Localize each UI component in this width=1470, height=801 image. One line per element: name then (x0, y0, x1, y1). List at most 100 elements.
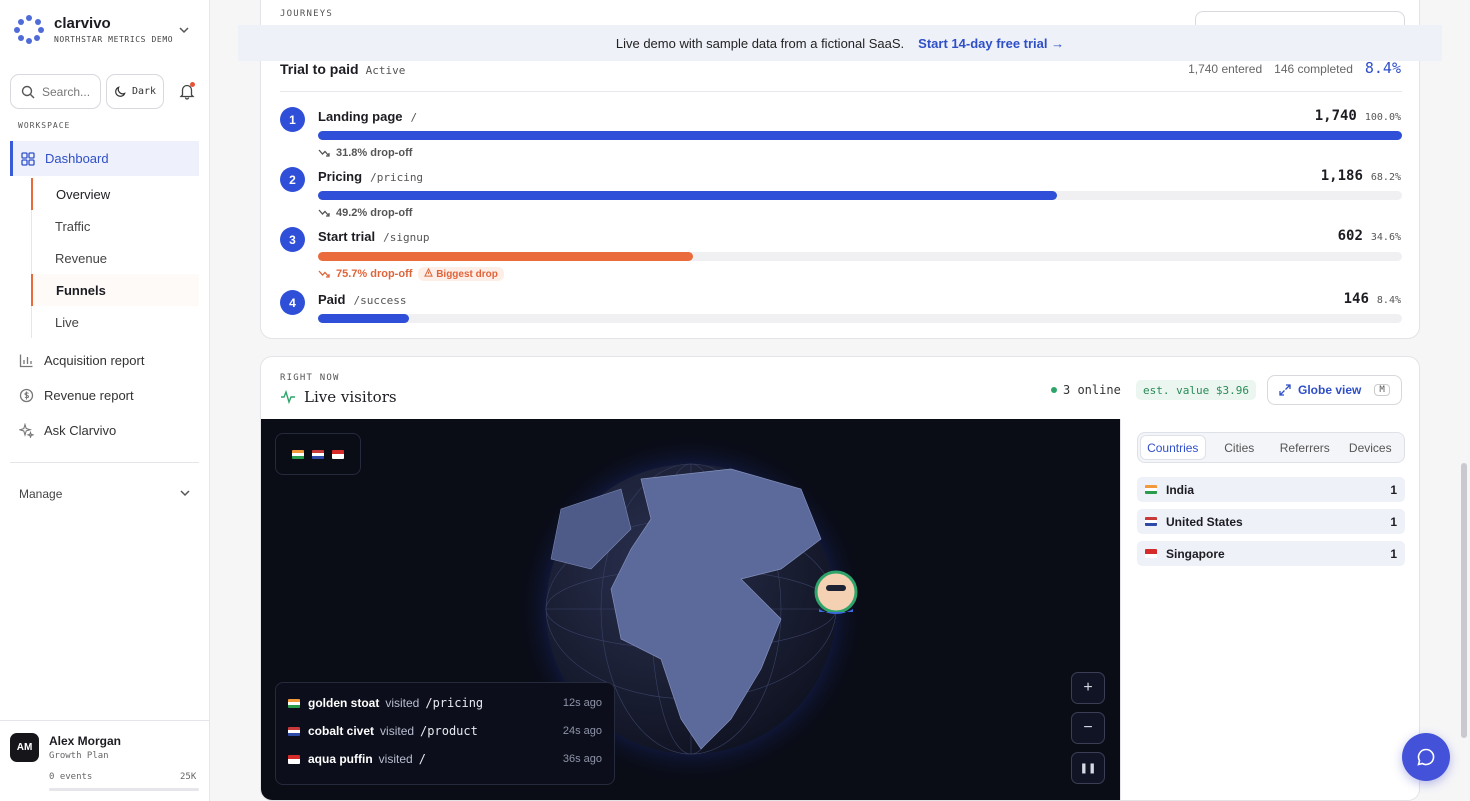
tab-countries[interactable]: Countries (1140, 435, 1206, 460)
sidebar-item-acquisition-report[interactable]: Acquisition report (19, 353, 199, 368)
trend-down-icon (318, 209, 330, 217)
step-number: 1 (280, 107, 305, 132)
dropoff-indicator: 75.7% drop-off Biggest drop (318, 267, 504, 281)
event-usage: 0 events (49, 772, 93, 782)
est-value-badge: est. value $3.96 (1136, 380, 1256, 400)
funnel-title: Trial to paid (280, 61, 359, 77)
singapore-flag-icon (288, 754, 300, 764)
step-bar-fill (318, 131, 1402, 140)
singapore-flag-icon (1145, 549, 1157, 558)
zoom-out-button[interactable]: − (1071, 712, 1105, 744)
visit-row[interactable]: cobalt civet visited /product 24s ago (288, 717, 602, 745)
biggest-drop-label: Biggest drop (436, 269, 498, 280)
breakdown-tabs: Countries Cities Referrers Devices (1137, 432, 1405, 463)
subnav-item-funnels[interactable]: Funnels (31, 274, 199, 306)
country-row[interactable]: Singapore 1 (1137, 541, 1405, 566)
dark-mode-toggle[interactable]: Dark (106, 74, 164, 109)
sidebar-item-label: Ask Clarvivo (44, 423, 117, 438)
search-input[interactable]: Search... (10, 74, 101, 109)
right-now-label: RIGHT NOW (280, 373, 340, 383)
step-name: Start trial /signup (318, 229, 429, 244)
step-value: 1,740 (1314, 108, 1357, 124)
chevron-down-icon[interactable] (178, 24, 190, 36)
online-count: 3 online (1063, 383, 1121, 397)
step-label: Pricing (318, 169, 363, 184)
search-icon (21, 85, 35, 98)
step-path: / (410, 111, 418, 124)
journeys-label: JOURNEYS (280, 9, 333, 19)
funnel-completed: 146 completed (1274, 62, 1353, 76)
visit-time: 12s ago (562, 697, 602, 709)
visit-row[interactable]: golden stoat visited /pricing 12s ago (288, 689, 602, 717)
biggest-drop-badge: Biggest drop (418, 267, 504, 281)
chat-button[interactable] (1402, 733, 1450, 781)
sidebar-divider (10, 462, 199, 463)
brand-name: clarvivo (54, 14, 111, 32)
journey-tabs[interactable] (1195, 11, 1405, 31)
dropoff-indicator: 49.2% drop-off (318, 207, 412, 219)
brand[interactable]: clarvivo NORTHSTAR METRICS DEMO (14, 14, 173, 44)
visit-time: 36s ago (562, 753, 602, 765)
subnav-item-overview[interactable]: Overview (31, 178, 199, 210)
workspace-label: WORKSPACE (18, 121, 71, 130)
pulse-icon (281, 390, 295, 404)
search-placeholder: Search... (42, 84, 91, 99)
tab-cities[interactable]: Cities (1224, 440, 1255, 455)
brand-subtitle: NORTHSTAR METRICS DEMO (54, 34, 174, 44)
step-value: 146 (1343, 291, 1369, 307)
us-flag-icon (312, 449, 324, 459)
step-bar-track (318, 191, 1402, 200)
step-percent: 68.2% (1370, 172, 1401, 183)
step-bar-fill (318, 191, 1058, 200)
manage-section-toggle[interactable]: Manage (19, 487, 191, 501)
clarvivo-logo-icon (14, 14, 44, 44)
step-percent: 34.6% (1370, 232, 1401, 243)
country-count: 1 (1390, 514, 1397, 529)
step-name: Pricing /pricing (318, 169, 423, 184)
start-trial-link[interactable]: Start 14-day free trial → (918, 35, 1065, 51)
pause-button[interactable]: ❚❚ (1071, 752, 1105, 784)
sidebar-item-ask-clarvivo[interactable]: Ask Clarvivo (19, 423, 199, 438)
step-bar-fill (318, 314, 410, 323)
dashboard-subnav: Overview Traffic Revenue Funnels Live (31, 178, 199, 338)
visit-path: / (418, 752, 426, 766)
dropoff-indicator: 31.8% drop-off (318, 147, 412, 159)
trend-down-icon (318, 149, 330, 157)
manage-label: Manage (19, 487, 63, 501)
usage-bar (49, 788, 199, 791)
scrollbar[interactable] (1461, 463, 1467, 738)
singapore-flag-icon (332, 449, 344, 459)
trend-down-icon (318, 270, 330, 278)
live-visitors-card: RIGHT NOW Live visitors 3 online est. va… (260, 356, 1420, 801)
step-number: 3 (280, 227, 305, 252)
funnel-divider (280, 91, 1402, 92)
tab-devices[interactable]: Devices (1348, 440, 1392, 455)
step-path: /signup (383, 231, 430, 244)
dollar-circle-icon (19, 388, 34, 403)
globe-view-button[interactable]: Globe view M (1267, 375, 1402, 405)
grid-icon (21, 151, 35, 166)
country-name: United States (1166, 514, 1243, 529)
globe-map[interactable]: golden stoat visited /pricing 12s ago co… (261, 419, 1120, 800)
subnav-item-traffic[interactable]: Traffic (31, 210, 199, 242)
zoom-in-button[interactable]: + (1071, 672, 1105, 704)
bell-icon (179, 84, 195, 100)
sidebar-item-dashboard[interactable]: Dashboard (10, 141, 199, 176)
shortcut-key: M (1374, 384, 1390, 396)
tab-referrers[interactable]: Referrers (1279, 440, 1330, 455)
visit-verb: visited (380, 724, 415, 738)
visit-row[interactable]: aqua puffin visited / 36s ago (288, 745, 602, 773)
subnav-item-live[interactable]: Live (31, 306, 199, 338)
sidebar: clarvivo NORTHSTAR METRICS DEMO Search..… (0, 0, 210, 801)
notifications-button[interactable] (178, 82, 196, 100)
subnav-item-revenue[interactable]: Revenue (31, 242, 199, 274)
country-row[interactable]: India 1 (1137, 477, 1405, 502)
country-row[interactable]: United States 1 (1137, 509, 1405, 534)
sparkle-icon (19, 423, 34, 438)
step-label: Start trial (318, 229, 376, 244)
user-card[interactable]: AM Alex Morgan Growth Plan 0 events 25K (0, 720, 210, 801)
visit-verb: visited (385, 696, 420, 710)
country-count: 1 (1390, 482, 1397, 497)
country-count: 1 (1390, 546, 1397, 561)
sidebar-item-revenue-report[interactable]: Revenue report (19, 388, 199, 403)
